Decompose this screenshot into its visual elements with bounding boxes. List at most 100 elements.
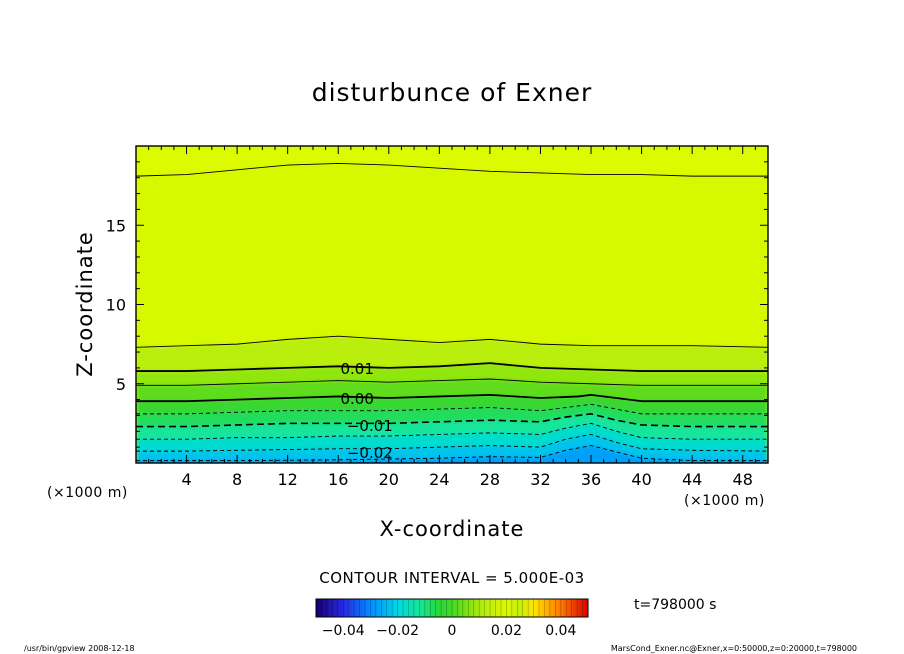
colorbar-cell bbox=[544, 599, 548, 617]
y-tick-label: 10 bbox=[106, 296, 126, 315]
colorbar-cell bbox=[577, 599, 581, 617]
colorbar-cell bbox=[335, 599, 339, 617]
colorbar-cell bbox=[392, 599, 396, 617]
colorbar-cell bbox=[457, 599, 461, 617]
colorbar-cell bbox=[558, 599, 562, 617]
colorbar-cell bbox=[403, 599, 407, 617]
contour-line bbox=[136, 403, 768, 415]
colorbar-cell bbox=[356, 599, 360, 617]
x-tick-label: 32 bbox=[530, 470, 550, 489]
contour-line bbox=[136, 445, 768, 462]
y-tick-label: 5 bbox=[116, 375, 126, 394]
y-axis-label: Z-coordinate bbox=[73, 231, 97, 377]
colorbar-cell bbox=[473, 599, 477, 617]
colorbar-cell bbox=[462, 599, 466, 617]
colorbar-cell bbox=[498, 599, 502, 617]
colorbar-cell bbox=[332, 599, 336, 617]
colorbar-tick-label: 0 bbox=[448, 623, 457, 639]
contour-fill-band bbox=[136, 445, 768, 463]
colorbar-tick-label: −0.02 bbox=[376, 623, 419, 639]
colorbar-cell bbox=[329, 599, 333, 617]
colorbar-cell bbox=[500, 599, 504, 617]
colorbar-cell bbox=[549, 599, 553, 617]
colorbar-cell bbox=[326, 599, 330, 617]
x-tick-label: 40 bbox=[631, 470, 651, 489]
x-tick-label: 16 bbox=[328, 470, 348, 489]
colorbar-cell bbox=[405, 599, 409, 617]
x-tick-label: 4 bbox=[181, 470, 191, 489]
contour-fill-upper-band bbox=[136, 163, 768, 348]
colorbar-cell bbox=[468, 599, 472, 617]
contour-fill-layer bbox=[136, 146, 768, 463]
contour-interval-text: CONTOUR INTERVAL = 5.000E-03 bbox=[319, 569, 584, 587]
contour-line bbox=[136, 413, 768, 428]
colorbar-cell bbox=[384, 599, 388, 617]
x-axis-label: X-coordinate bbox=[380, 517, 525, 541]
colorbar-cell bbox=[571, 599, 575, 617]
colorbar-cell bbox=[503, 599, 507, 617]
colorbar-cell bbox=[471, 599, 475, 617]
colorbar-cell bbox=[454, 599, 458, 617]
colorbar-cell bbox=[517, 599, 521, 617]
contour-line bbox=[136, 434, 768, 452]
colorbar-cell bbox=[506, 599, 510, 617]
colorbar-cell bbox=[446, 599, 450, 617]
x-axis-unit-left: (×1000 m) bbox=[47, 485, 128, 501]
colorbar-cell bbox=[465, 599, 469, 617]
colorbar-cell bbox=[413, 599, 417, 617]
time-label: t=798000 s bbox=[634, 597, 716, 613]
chart-title: disturbunce of Exner bbox=[312, 78, 593, 107]
colorbar-cell bbox=[364, 599, 368, 617]
x-tick-label: 12 bbox=[278, 470, 298, 489]
colorbar-cell bbox=[362, 599, 366, 617]
colorbar-cell bbox=[348, 599, 352, 617]
colorbar-cell bbox=[536, 599, 540, 617]
colorbar-cell bbox=[378, 599, 382, 617]
colorbar-cell bbox=[525, 599, 529, 617]
colorbar-cell bbox=[345, 599, 349, 617]
colorbar-cell bbox=[585, 599, 589, 617]
colorbar-cell bbox=[416, 599, 420, 617]
colorbar-cell bbox=[427, 599, 431, 617]
x-axis-unit-right: (×1000 m) bbox=[684, 493, 765, 509]
colorbar-cell bbox=[460, 599, 464, 617]
colorbar-cell bbox=[547, 599, 551, 617]
contour-line bbox=[136, 378, 768, 386]
colorbar-cell bbox=[438, 599, 442, 617]
colorbar: −0.04 −0.02 0 0.02 0.04 bbox=[315, 599, 589, 639]
colorbar-cell bbox=[386, 599, 390, 617]
colorbar-cell bbox=[574, 599, 578, 617]
colorbar-cell bbox=[422, 599, 426, 617]
colorbar-cell bbox=[479, 599, 483, 617]
contour-label: 0.01 bbox=[340, 360, 373, 378]
colorbar-cell bbox=[514, 599, 518, 617]
x-tick-label: 24 bbox=[429, 470, 449, 489]
contour-line bbox=[136, 162, 768, 177]
footer-left: /usr/bin/gpview 2008-12-18 bbox=[24, 644, 135, 653]
colorbar-tick-label: 0.04 bbox=[545, 623, 576, 639]
colorbar-cell bbox=[484, 599, 488, 617]
colorbar-cell bbox=[555, 599, 559, 617]
colorbar-cell bbox=[375, 599, 379, 617]
colorbar-cell bbox=[476, 599, 480, 617]
colorbar-cell bbox=[533, 599, 537, 617]
y-tick-label: 15 bbox=[106, 216, 126, 235]
colorbar-cell bbox=[539, 599, 543, 617]
colorbar-cell bbox=[566, 599, 570, 617]
colorbar-cell bbox=[324, 599, 328, 617]
colorbar-cell bbox=[419, 599, 423, 617]
colorbar-cell bbox=[321, 599, 325, 617]
colorbar-cell bbox=[318, 599, 322, 617]
contour-line bbox=[136, 422, 768, 440]
x-tick-label: 8 bbox=[232, 470, 242, 489]
colorbar-cell bbox=[337, 599, 341, 617]
colorbar-cell bbox=[528, 599, 532, 617]
colorbar-cell bbox=[343, 599, 347, 617]
colorbar-cell bbox=[511, 599, 515, 617]
colorbar-cell bbox=[530, 599, 534, 617]
colorbar-cell bbox=[411, 599, 415, 617]
contour-line bbox=[136, 362, 768, 372]
contour-label: 0.00 bbox=[340, 390, 373, 408]
x-tick-label: 20 bbox=[379, 470, 399, 489]
